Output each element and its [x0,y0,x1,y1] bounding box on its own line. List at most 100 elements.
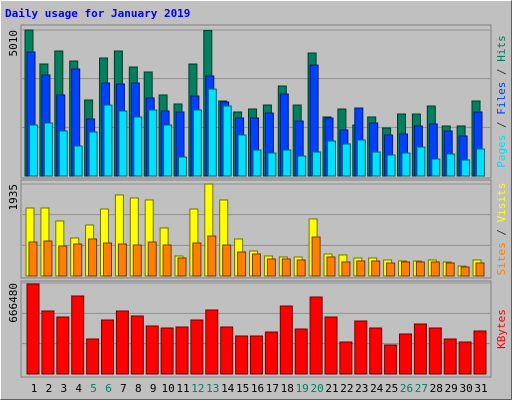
legend-separator: / [495,62,508,82]
legend-entry: Hits [495,35,508,62]
x-tick-label: 2 [46,382,53,395]
x-tick-label: 18 [281,382,294,395]
bar [386,262,396,277]
chart-title: Daily usage for January 2019 [5,7,190,20]
bar [43,240,53,277]
bar [178,156,187,177]
bar [416,146,426,177]
bar [311,236,321,277]
bar [386,154,396,177]
legend-entry: Visits [495,183,508,223]
legend-separator: / [495,115,508,135]
bar [190,319,204,375]
bar [267,152,277,177]
bar [294,328,308,375]
bar [443,338,457,375]
bar [29,124,38,177]
bar [296,259,306,277]
x-tick-label: 10 [161,382,174,395]
bar [356,260,366,277]
x-tick-label: 22 [340,382,353,395]
bar [297,155,307,177]
bar [460,266,470,277]
bar [341,143,351,177]
bar [428,327,442,375]
bar [371,151,381,177]
x-tick-label: 21 [325,382,338,395]
bar [175,326,189,375]
bar [103,242,112,277]
bar [282,149,292,177]
x-tick-label: 7 [120,382,127,395]
y-tick-label: 666480 [7,283,20,323]
bar [281,258,291,277]
bar [237,134,247,177]
bar [43,122,53,177]
bar [58,130,68,177]
x-tick-label: 4 [75,382,82,395]
legend-separator: / [495,222,508,242]
bar [475,262,485,277]
bar [339,341,353,375]
y-tick-label: 1935 [7,184,20,211]
bar [41,310,55,375]
bar [86,338,100,375]
x-tick-label: 25 [385,382,398,395]
bar [88,238,98,277]
x-tick-label: 26 [400,382,413,395]
bar [401,152,411,177]
bar [192,242,202,277]
bar [461,159,471,177]
x-tick-label: 8 [135,382,142,395]
bar [71,295,85,375]
x-tick-label: 12 [191,382,204,395]
bar [312,151,322,177]
bar [384,344,398,375]
x-tick-label: 14 [221,382,235,395]
bar [354,320,368,375]
bar [207,235,217,277]
x-tick-label: 30 [459,382,472,395]
bar [147,241,157,277]
x-tick-label: 17 [266,382,279,395]
legend-entry: Sites [495,242,508,275]
bar [458,341,472,375]
bar [431,158,441,177]
legend-entry: Pages [495,135,508,168]
legend-entry: Files [495,82,508,115]
bar [264,331,278,375]
bar [132,244,142,277]
x-tick-label: 24 [370,382,384,395]
bar [130,315,144,375]
bar [252,253,261,277]
bar [326,256,336,277]
bar [192,109,202,177]
bar [163,124,173,177]
x-tick-label: 6 [105,382,112,395]
x-tick-label: 5 [90,382,97,395]
x-tick-label: 29 [445,382,458,395]
bar [250,335,263,375]
x-tick-label: 13 [206,382,219,395]
bar [88,131,98,177]
bar [160,327,174,375]
bar [148,109,158,177]
bar [56,316,70,375]
legend: Sites / Visits [495,183,508,276]
bar [28,241,38,277]
bar [145,325,159,375]
x-tick-label: 16 [251,382,264,395]
bar [115,310,129,375]
bar [309,296,323,375]
x-tick-label: 15 [236,382,249,395]
bar [117,243,127,277]
bar [58,245,68,277]
x-tick-label: 11 [176,382,189,395]
x-tick-label: 28 [430,382,443,395]
bar [327,140,336,177]
bar [222,105,232,177]
x-tick-label: 3 [60,382,67,395]
bar [220,326,234,375]
legend: Pages / Files / Hits [495,35,508,168]
